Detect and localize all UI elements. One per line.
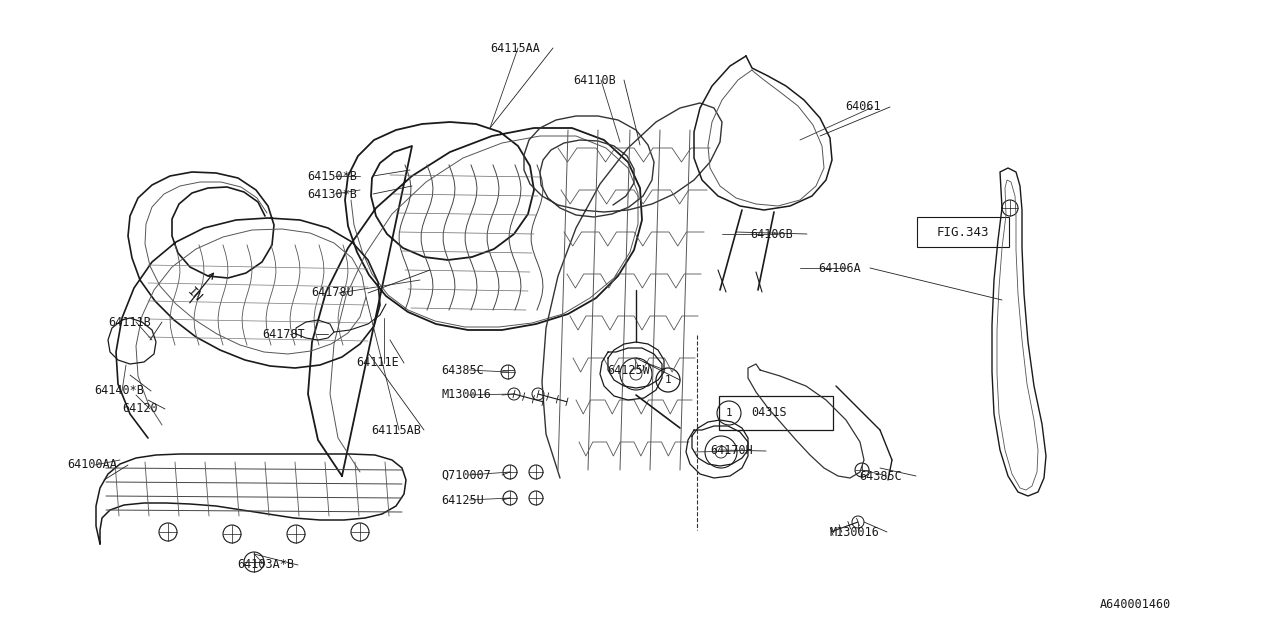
Text: 64178U: 64178U [311,287,353,300]
Text: 64111B: 64111B [108,316,151,328]
Text: 1: 1 [664,375,672,385]
Text: 64106B: 64106B [750,227,792,241]
Text: 64385C: 64385C [442,364,484,376]
Text: IN: IN [186,285,205,305]
FancyBboxPatch shape [719,396,833,430]
Text: 64120: 64120 [122,403,157,415]
Text: 64140*B: 64140*B [93,385,143,397]
Text: 64150*B: 64150*B [307,170,357,182]
Text: 0431S: 0431S [751,406,787,419]
Text: 64111E: 64111E [356,356,399,369]
Text: Q710007: Q710007 [442,468,490,481]
Text: 64125W: 64125W [607,364,650,376]
Text: 64178T: 64178T [262,328,305,340]
Text: FIG.343: FIG.343 [937,225,989,239]
Text: 64100AA: 64100AA [67,458,116,472]
Text: 64125U: 64125U [442,493,484,506]
Text: 64061: 64061 [845,100,881,113]
Text: 64106A: 64106A [818,262,860,275]
Text: 64115AB: 64115AB [371,424,421,436]
Text: M130016: M130016 [442,388,490,401]
Text: 64170H: 64170H [710,445,753,458]
Text: 64385C: 64385C [859,470,901,483]
Text: 1: 1 [726,408,732,418]
Text: 64103A*B: 64103A*B [237,559,294,572]
Text: A640001460: A640001460 [1100,598,1171,611]
Text: 64110B: 64110B [573,74,616,86]
FancyBboxPatch shape [916,217,1009,247]
Text: M130016: M130016 [829,525,879,538]
Text: 64115AA: 64115AA [490,42,540,54]
Text: 64130*B: 64130*B [307,188,357,200]
